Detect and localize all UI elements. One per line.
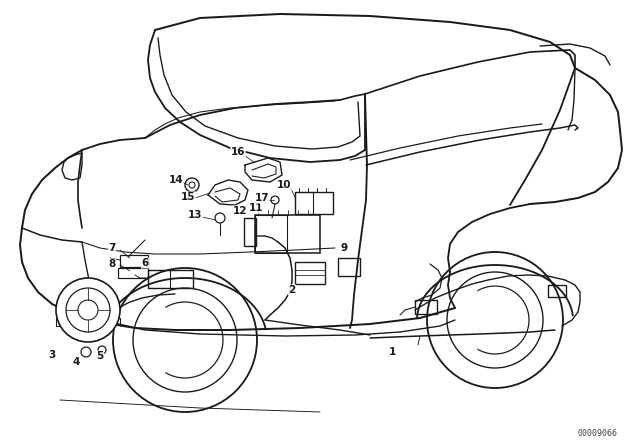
Bar: [118, 268, 148, 278]
Text: 3: 3: [49, 350, 56, 360]
Text: 4: 4: [72, 357, 80, 367]
Text: 9: 9: [340, 243, 348, 253]
Circle shape: [427, 252, 563, 388]
Bar: [148, 270, 170, 288]
Bar: [415, 300, 437, 314]
Text: 2: 2: [289, 285, 296, 295]
Bar: [120, 255, 148, 267]
Text: 17: 17: [255, 193, 269, 203]
Text: 00009066: 00009066: [578, 429, 618, 438]
Bar: [338, 258, 360, 276]
Bar: [295, 262, 325, 284]
Text: 13: 13: [188, 210, 202, 220]
Text: 12: 12: [233, 206, 247, 216]
Text: 8: 8: [108, 259, 116, 269]
Text: 16: 16: [231, 147, 245, 157]
Text: 10: 10: [276, 180, 291, 190]
Text: 7: 7: [108, 243, 116, 253]
Text: 14: 14: [169, 175, 183, 185]
Circle shape: [56, 278, 120, 342]
Bar: [255, 215, 287, 253]
Text: 1: 1: [388, 347, 396, 357]
Circle shape: [113, 268, 257, 412]
Bar: [295, 192, 313, 214]
Bar: [148, 270, 193, 288]
Text: 6: 6: [141, 258, 148, 268]
Text: 5: 5: [97, 351, 104, 361]
Bar: [244, 218, 256, 246]
Text: 15: 15: [180, 192, 195, 202]
Bar: [295, 192, 333, 214]
Bar: [255, 215, 320, 253]
Bar: [548, 285, 566, 297]
Text: 11: 11: [249, 203, 263, 213]
